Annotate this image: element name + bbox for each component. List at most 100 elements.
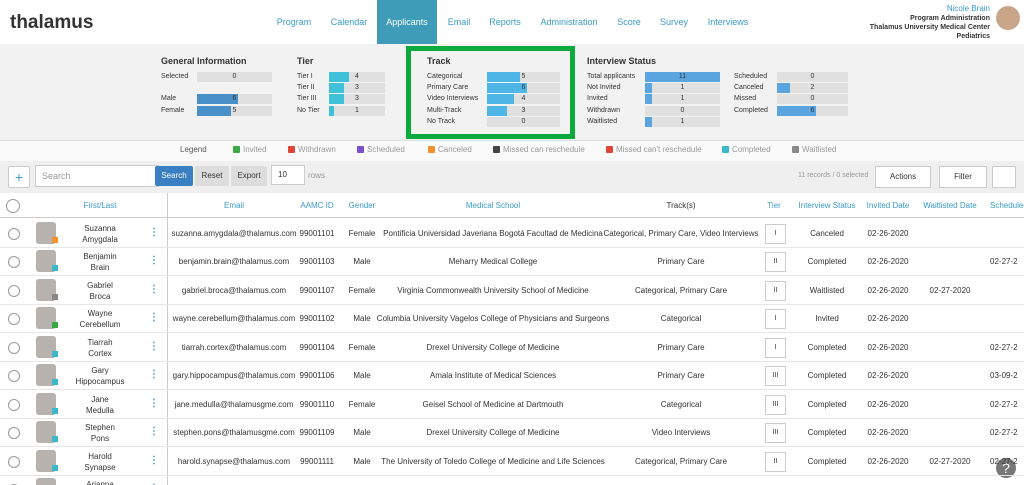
first-name[interactable]: Gabriel bbox=[87, 280, 113, 290]
last-name[interactable]: Synapse bbox=[84, 462, 116, 472]
row-menu[interactable]: ⋮ bbox=[149, 255, 159, 266]
stats-label: Total applicants bbox=[587, 73, 636, 80]
column-header[interactable]: Scheduled bbox=[990, 201, 1024, 210]
row-checkbox[interactable] bbox=[8, 256, 20, 268]
first-name[interactable]: Suzanna bbox=[84, 223, 116, 233]
user-avatar[interactable] bbox=[996, 6, 1020, 30]
stats-label: Canceled bbox=[734, 84, 764, 91]
cell-invited: 02-26-2020 bbox=[867, 285, 909, 295]
search-button[interactable]: Search bbox=[155, 166, 193, 186]
first-name[interactable]: Benjamin bbox=[83, 252, 117, 261]
tier-box[interactable]: III bbox=[765, 366, 786, 386]
nav-item[interactable]: Reports bbox=[489, 17, 521, 27]
row-checkbox[interactable] bbox=[8, 455, 20, 468]
tier-box[interactable]: I bbox=[765, 337, 786, 358]
nav-item[interactable]: Applicants bbox=[386, 17, 428, 27]
first-name[interactable]: Harold bbox=[88, 451, 112, 461]
search-input[interactable]: Search bbox=[35, 165, 159, 187]
tier-box[interactable]: I bbox=[765, 223, 786, 244]
cell-invited: 02-26-2020 bbox=[867, 314, 909, 323]
cell-aamc-id: 99001101 bbox=[299, 228, 335, 238]
row-checkbox[interactable] bbox=[8, 427, 20, 439]
stat-bar bbox=[645, 83, 652, 93]
row-menu[interactable]: ⋮ bbox=[149, 426, 159, 437]
column-header[interactable]: First/Last bbox=[83, 201, 117, 210]
tier-box[interactable]: I bbox=[765, 309, 786, 329]
filter-button[interactable]: Filter bbox=[939, 166, 987, 188]
last-name[interactable]: Hippocampus bbox=[75, 377, 125, 386]
cell-status: Invited bbox=[815, 314, 839, 323]
applicant-avatar bbox=[36, 221, 56, 244]
row-checkbox[interactable] bbox=[8, 284, 20, 297]
row-checkbox[interactable] bbox=[8, 227, 20, 240]
stat-value: 3 bbox=[355, 84, 359, 91]
column-header[interactable]: Invited Date bbox=[866, 201, 910, 210]
cell-status: Waitlisted bbox=[809, 285, 845, 295]
nav-item[interactable]: Administration bbox=[540, 17, 598, 27]
column-header[interactable]: Waitlisted Date bbox=[923, 201, 977, 210]
nav-item[interactable]: Calendar bbox=[330, 17, 368, 27]
row-menu[interactable]: ⋮ bbox=[149, 369, 159, 380]
last-name[interactable]: Cortex bbox=[88, 348, 112, 358]
legend-title: Legend bbox=[180, 145, 207, 154]
actions-button[interactable]: Actions bbox=[875, 166, 931, 188]
last-name[interactable]: Amygdala bbox=[82, 234, 118, 244]
column-header[interactable]: Email bbox=[223, 201, 245, 210]
cell-email: benjamin.brain@thalamus.com bbox=[178, 257, 290, 266]
help-button[interactable]: ? bbox=[996, 458, 1016, 478]
row-checkbox[interactable] bbox=[8, 370, 20, 382]
cell-scheduled: 02-27-2 bbox=[990, 342, 1018, 352]
column-header[interactable]: Tier bbox=[767, 201, 781, 210]
row-checkbox[interactable] bbox=[8, 398, 20, 411]
first-name[interactable]: Tiarrah bbox=[87, 337, 113, 347]
stat-value: 4 bbox=[355, 73, 359, 80]
user-name[interactable]: Nicole Brain bbox=[946, 4, 990, 13]
table-header bbox=[0, 193, 1024, 218]
nav-item[interactable]: Score bbox=[617, 17, 641, 27]
tier-box[interactable]: II bbox=[765, 252, 786, 272]
tier-box[interactable]: III bbox=[765, 394, 786, 415]
nav-item[interactable]: Program bbox=[276, 17, 312, 27]
last-name[interactable]: Brain bbox=[90, 263, 110, 272]
first-name[interactable]: Jane bbox=[91, 394, 109, 404]
add-button[interactable]: + bbox=[8, 166, 30, 188]
tier-box[interactable]: III bbox=[765, 423, 786, 443]
column-header[interactable]: Medical School bbox=[465, 201, 521, 210]
row-menu[interactable]: ⋮ bbox=[149, 340, 159, 352]
stats-label: Male bbox=[161, 95, 177, 102]
row-menu[interactable]: ⋮ bbox=[149, 283, 159, 295]
row-checkbox[interactable] bbox=[8, 313, 20, 325]
nav-item[interactable]: Survey bbox=[659, 17, 689, 27]
rows-input[interactable]: 10 bbox=[271, 165, 305, 185]
nav-item[interactable]: Email bbox=[447, 17, 471, 27]
row-menu[interactable]: ⋮ bbox=[149, 397, 159, 409]
column-header[interactable]: Track(s) bbox=[666, 201, 696, 210]
tier-box[interactable]: II bbox=[765, 280, 786, 301]
first-name[interactable]: Arianna bbox=[86, 480, 114, 485]
column-header[interactable]: Interview Status bbox=[798, 201, 856, 210]
row-menu[interactable]: ⋮ bbox=[149, 454, 159, 466]
first-name[interactable]: Wayne bbox=[87, 309, 113, 318]
column-header[interactable]: Gender bbox=[348, 201, 376, 210]
first-name[interactable]: Gary bbox=[91, 366, 109, 375]
row-menu[interactable]: ⋮ bbox=[149, 483, 159, 485]
reset-button[interactable]: Reset bbox=[195, 166, 229, 186]
last-name[interactable]: Cerebellum bbox=[79, 320, 121, 329]
last-name[interactable]: Broca bbox=[89, 291, 111, 301]
cell-waitlisted: 02-27-2020 bbox=[929, 285, 971, 295]
export-button[interactable]: Export bbox=[231, 166, 267, 186]
select-all[interactable] bbox=[6, 199, 20, 213]
first-name[interactable]: Stephen bbox=[85, 423, 115, 432]
row-menu[interactable]: ⋮ bbox=[149, 312, 159, 323]
status-badge bbox=[52, 407, 58, 414]
cell-scheduled: 02-27-2 bbox=[990, 399, 1018, 409]
last-name[interactable]: Medulla bbox=[85, 405, 115, 415]
row-menu[interactable]: ⋮ bbox=[149, 226, 159, 238]
nav-item[interactable]: Interviews bbox=[707, 17, 749, 27]
column-header[interactable]: AAMC ID bbox=[300, 201, 334, 210]
tier-box[interactable]: II bbox=[765, 451, 786, 472]
stat-value: 0 bbox=[521, 118, 526, 125]
settings-button[interactable] bbox=[992, 166, 1016, 188]
row-checkbox[interactable] bbox=[8, 341, 20, 354]
last-name[interactable]: Pons bbox=[90, 434, 110, 443]
